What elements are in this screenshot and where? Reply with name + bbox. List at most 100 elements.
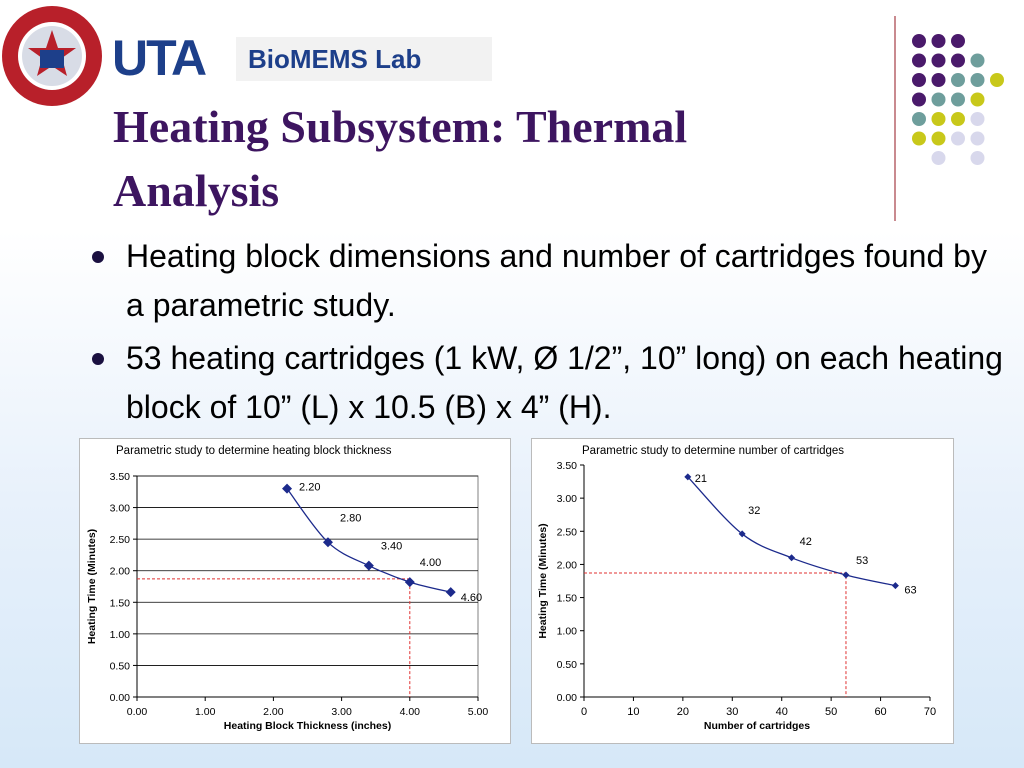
y-tick-label: 3.50 [110,471,131,483]
title-line-2: Analysis [113,165,280,216]
decorative-dot [951,34,965,48]
data-point-marker [404,577,415,588]
y-tick-label: 0.00 [557,692,578,704]
decorative-dot [912,34,926,48]
decorative-dot [931,151,946,165]
decorative-dot [970,112,985,126]
x-tick-label: 2.00 [263,706,284,718]
decorative-dot [931,131,946,146]
cartridges-chart: Parametric study to determine number of … [531,438,954,744]
decorative-dot [931,34,946,48]
data-point-label: 2.80 [340,512,361,524]
title-line-1: Heating Subsystem: Thermal [113,101,688,152]
bullet-item: 53 heating cartridges (1 kW, Ø 1/2”, 10”… [92,334,1012,432]
decorative-dot [912,53,926,68]
x-tick-label: 50 [825,706,837,718]
data-point-label: 4.00 [420,557,441,569]
data-point-label: 21 [695,473,707,485]
y-tick-label: 2.50 [110,534,131,546]
y-tick-label: 3.00 [557,493,578,505]
y-tick-label: 1.50 [557,593,578,605]
y-tick-label: 1.50 [110,597,131,609]
university-seal [0,0,108,118]
thickness-chart-svg: Parametric study to determine heating bl… [86,445,489,732]
data-point-marker [738,530,746,538]
bullet-dot-icon [92,251,104,263]
y-tick-label: 0.50 [557,659,578,671]
decorative-dot [970,131,985,146]
data-point-marker [788,554,796,562]
decorative-dot [951,92,965,107]
y-tick-label: 0.00 [110,692,131,704]
data-point-marker [842,571,850,579]
decorative-dot [970,73,985,87]
data-point-marker [322,537,333,548]
y-tick-label: 3.50 [557,460,578,472]
uta-logo: UTA [112,30,207,86]
x-tick-label: 10 [627,706,639,718]
x-tick-label: 0 [581,706,587,718]
decorative-dot [951,131,965,146]
cartridges-chart-svg: Parametric study to determine number of … [537,445,936,732]
y-tick-label: 2.50 [557,526,578,538]
decorative-dot [912,92,926,107]
decorative-dot [970,92,985,107]
y-tick-label: 1.00 [110,629,131,641]
decorative-dot [931,53,946,68]
y-tick-label: 1.00 [557,626,578,638]
x-axis-label: Number of cartridges [704,720,810,732]
bullet-list: Heating block dimensions and number of c… [92,232,1012,436]
data-point-label: 32 [748,505,760,517]
x-tick-label: 0.00 [127,706,148,718]
y-tick-label: 2.00 [110,566,131,578]
x-tick-label: 4.00 [400,706,421,718]
x-tick-label: 5.00 [468,706,489,718]
chart-title: Parametric study to determine heating bl… [116,445,392,457]
bullet-dot-icon [92,353,104,365]
series-line [687,476,896,587]
x-tick-label: 1.00 [195,706,216,718]
slide-title: Heating Subsystem: Thermal Analysis [113,95,873,223]
decorative-dot [951,73,965,87]
bullet-item: Heating block dimensions and number of c… [92,232,1012,330]
decorative-dot [990,73,1004,87]
decorative-dot [970,151,985,165]
x-axis-label: Heating Block Thickness (inches) [224,720,391,732]
data-point-label: 63 [904,585,916,597]
data-point-label: 42 [800,536,812,548]
decorative-dot [951,112,965,126]
y-axis-label: Heating Time (Minutes) [537,523,549,638]
decorative-dot [912,131,926,146]
decorative-dot [970,53,985,68]
decorative-divider [894,16,896,221]
decorative-dot [951,53,965,68]
series-line [286,488,451,593]
decorative-dot [912,112,926,126]
data-point-label: 53 [856,555,868,567]
reference-dashed-line [584,572,847,697]
x-tick-label: 20 [677,706,689,718]
biomems-lab-logo: BioMEMS Lab [236,37,492,81]
y-axis-label: Heating Time (Minutes) [86,529,98,644]
data-point-label: 3.40 [381,541,402,553]
decorative-dot [931,112,946,126]
data-point-marker [363,560,374,571]
reference-dashed-line [137,578,411,697]
y-tick-label: 0.50 [110,660,131,672]
decorative-dot [931,73,946,87]
y-tick-label: 3.00 [110,503,131,515]
decorative-dot [912,73,926,87]
data-point-marker [445,587,456,598]
x-tick-label: 30 [726,706,738,718]
x-tick-label: 60 [874,706,886,718]
chart-title: Parametric study to determine number of … [582,445,844,457]
bullet-text: 53 heating cartridges (1 kW, Ø 1/2”, 10”… [126,340,1003,425]
x-tick-label: 40 [776,706,788,718]
data-point-label: 4.60 [461,592,482,604]
decorative-dot-grid [912,34,1004,165]
data-point-marker [891,582,899,590]
thickness-chart: Parametric study to determine heating bl… [79,438,511,744]
decorative-dot [931,92,946,107]
x-tick-label: 70 [924,706,936,718]
x-tick-label: 3.00 [331,706,352,718]
